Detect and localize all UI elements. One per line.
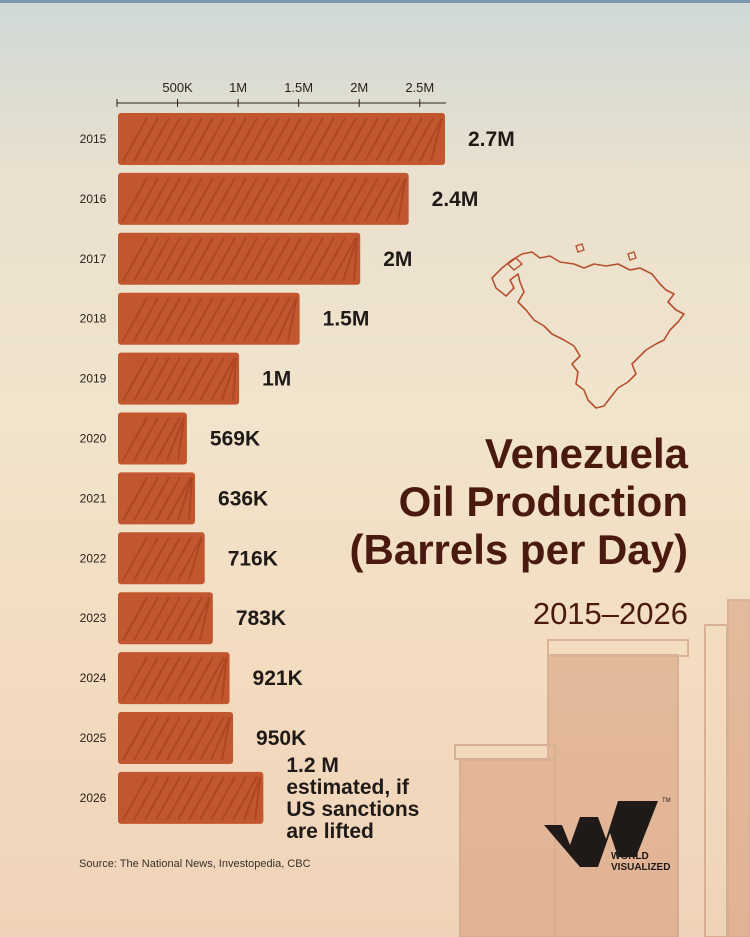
value-label: 921K bbox=[253, 667, 303, 690]
value-label: 716K bbox=[228, 547, 278, 570]
title-line-2: Oil Production bbox=[398, 478, 688, 525]
year-label: 2025 bbox=[80, 731, 107, 745]
title-line-1: Venezuela bbox=[484, 430, 688, 477]
value-label: 1M bbox=[262, 368, 291, 391]
x-tick-label: 2.5M bbox=[405, 80, 434, 95]
bar-texture bbox=[122, 177, 407, 222]
x-tick-label: 1M bbox=[229, 80, 247, 95]
bar-texture bbox=[122, 656, 228, 701]
bar-texture bbox=[122, 536, 203, 581]
year-label: 2020 bbox=[80, 432, 107, 446]
x-tick-label: 2M bbox=[350, 80, 368, 95]
chart-subtitle: 2015–2026 bbox=[532, 596, 688, 631]
value-label-line: US sanctions bbox=[286, 798, 419, 821]
world-visualized-logo-icon bbox=[544, 801, 658, 867]
chart-title: Venezuela Oil Production (Barrels per Da… bbox=[258, 430, 688, 574]
bar-texture bbox=[122, 117, 443, 162]
year-label: 2023 bbox=[80, 611, 107, 625]
year-label: 2024 bbox=[80, 671, 107, 685]
year-label: 2026 bbox=[80, 791, 107, 805]
bar bbox=[118, 532, 205, 585]
bar-texture bbox=[122, 297, 298, 342]
year-label: 2019 bbox=[80, 372, 107, 386]
year-label: 2022 bbox=[80, 551, 107, 565]
value-label: 2.4M bbox=[432, 188, 479, 211]
value-label: 569K bbox=[210, 428, 260, 451]
value-label: 2M bbox=[383, 248, 412, 271]
value-label-line: estimated, if bbox=[286, 776, 410, 799]
bar-texture bbox=[122, 476, 193, 521]
year-label: 2021 bbox=[80, 491, 107, 505]
value-label-line: are lifted bbox=[286, 820, 374, 843]
value-label: 950K bbox=[256, 727, 306, 750]
x-tick-label: 500K bbox=[162, 80, 193, 95]
bar-texture bbox=[122, 357, 238, 402]
logo-trademark: TM bbox=[662, 798, 671, 804]
value-label-line: 1.2 M bbox=[286, 754, 339, 777]
top-accent-bar bbox=[0, 0, 750, 3]
source-note: Source: The National News, Investopedia,… bbox=[79, 858, 311, 870]
value-label: 636K bbox=[218, 487, 268, 510]
value-label: 1.5M bbox=[323, 308, 370, 331]
logo-wordmark: WORLD VISUALIZED bbox=[611, 851, 670, 873]
title-line-3: (Barrels per Day) bbox=[349, 526, 688, 573]
bar bbox=[118, 232, 361, 285]
bar-texture bbox=[122, 596, 211, 641]
value-label: 783K bbox=[236, 607, 286, 630]
year-label: 2018 bbox=[80, 312, 107, 326]
bar-texture bbox=[122, 716, 232, 761]
bar bbox=[118, 652, 230, 705]
bar-texture bbox=[122, 237, 359, 282]
year-label: 2015 bbox=[80, 132, 107, 146]
year-label: 2016 bbox=[80, 192, 107, 206]
logo-line-1: WORLD bbox=[611, 851, 649, 862]
x-tick-label: 1.5M bbox=[284, 80, 313, 95]
venezuela-map-icon bbox=[491, 243, 685, 409]
year-label: 2017 bbox=[80, 252, 107, 266]
bar-texture bbox=[122, 417, 185, 461]
value-label: 2.7M bbox=[468, 128, 515, 151]
logo-line-2: VISUALIZED bbox=[611, 862, 671, 873]
bar-texture bbox=[122, 776, 262, 821]
